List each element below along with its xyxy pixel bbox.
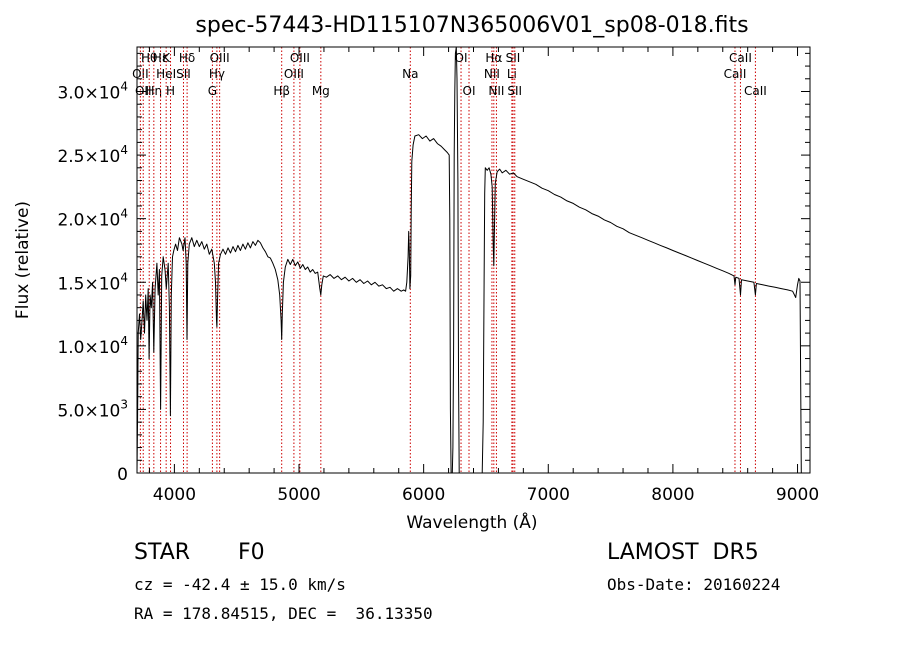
line-marker-label-23-0: SII: [506, 51, 521, 65]
line-marker-label-25-0: CaII: [724, 67, 747, 81]
coordinates: RA = 178.84515, DEC = 36.13350: [134, 604, 433, 623]
y-tick-label: 1.0×104: [57, 334, 128, 358]
line-marker-label-9-0: G: [208, 84, 217, 98]
chart-title: spec-57443-HD115107N365006V01_sp08-018.f…: [195, 13, 748, 38]
spectral-subclass: F0: [238, 540, 265, 565]
line-marker-label-5-1: HeI: [156, 67, 176, 81]
line-marker-label-0-0: OII: [132, 67, 149, 81]
y-tick-label: 3.0×104: [57, 80, 128, 104]
line-marker-label-11-0: OIII: [210, 51, 230, 65]
x-tick-label: 6000: [402, 485, 445, 505]
spectral-line-markers: OIIOIIHθHηHεKHeIHSIIHδGHγOIIIHβOIIIOIIIM…: [132, 47, 767, 473]
line-marker-label-21-0: NII: [488, 84, 504, 98]
line-marker-label-2-0: Hθ: [141, 51, 157, 65]
x-tick-label: 5000: [277, 485, 320, 505]
line-marker-label-26-0: CaII: [729, 51, 752, 65]
y-axis-label: Flux (relative): [13, 201, 33, 319]
line-marker-label-13-0: OIII: [284, 67, 304, 81]
y-tick-label: 2.5×104: [57, 143, 128, 167]
line-marker-label-16-0: Na: [402, 67, 418, 81]
line-marker-label-8-0: Hδ: [179, 51, 195, 65]
x-tick-label: 4000: [153, 485, 196, 505]
y-tick-label: 5.0×103: [57, 397, 128, 421]
spectrum-line: [136, 46, 802, 474]
line-marker-label-24-0: SII: [507, 84, 522, 98]
line-marker-label-22-0: Li: [507, 67, 517, 81]
plot-frame: [136, 46, 811, 474]
observation-date: Obs-Date: 20160224: [607, 575, 781, 594]
x-tick-label: 7000: [527, 485, 570, 505]
y-tick-label: 2.0×104: [57, 207, 128, 231]
y-tick-label: 1.5×104: [57, 270, 128, 294]
line-marker-label-18-0: OI: [463, 84, 476, 98]
line-marker-label-4-0: Hε: [153, 51, 169, 65]
line-marker-label-27-0: CaII: [744, 84, 767, 98]
x-tick-label: 8000: [651, 485, 694, 505]
x-axis-label: Wavelength (Å): [406, 511, 537, 533]
redshift-velocity: cz = -42.4 ± 15.0 km/s: [134, 575, 346, 594]
line-marker-label-1-0: OII: [135, 84, 152, 98]
y-axis: 0 5.0×103 1.0×104 1.5×104 2.0×104 2.5×104 3.0×…: [57, 52, 810, 485]
line-marker-label-17-0: OI: [455, 51, 468, 65]
x-axis: 4000 5000 6000 7000 8000 9000: [148, 47, 819, 505]
y-tick-label: 0: [117, 465, 128, 485]
line-marker-label-10-0: Hγ: [209, 67, 225, 81]
line-marker-label-14-0: OIII: [290, 51, 310, 65]
line-marker-label-6-0: H: [166, 84, 175, 98]
survey-release: LAMOST DR5: [607, 540, 759, 565]
spectral-class: STAR: [134, 540, 191, 565]
line-marker-label-3-0: Hη: [146, 84, 163, 98]
line-marker-label-15-0: Mg: [312, 84, 330, 98]
line-marker-label-5-0: K: [162, 51, 171, 65]
line-marker-label-19-0: NII: [484, 67, 500, 81]
line-marker-label-12-0: Hβ: [273, 84, 290, 98]
line-marker-label-7-0: SII: [176, 67, 191, 81]
spectrum-series: [136, 46, 802, 474]
line-marker-label-20-0: Hα: [485, 51, 502, 65]
x-tick-label: 9000: [776, 485, 819, 505]
